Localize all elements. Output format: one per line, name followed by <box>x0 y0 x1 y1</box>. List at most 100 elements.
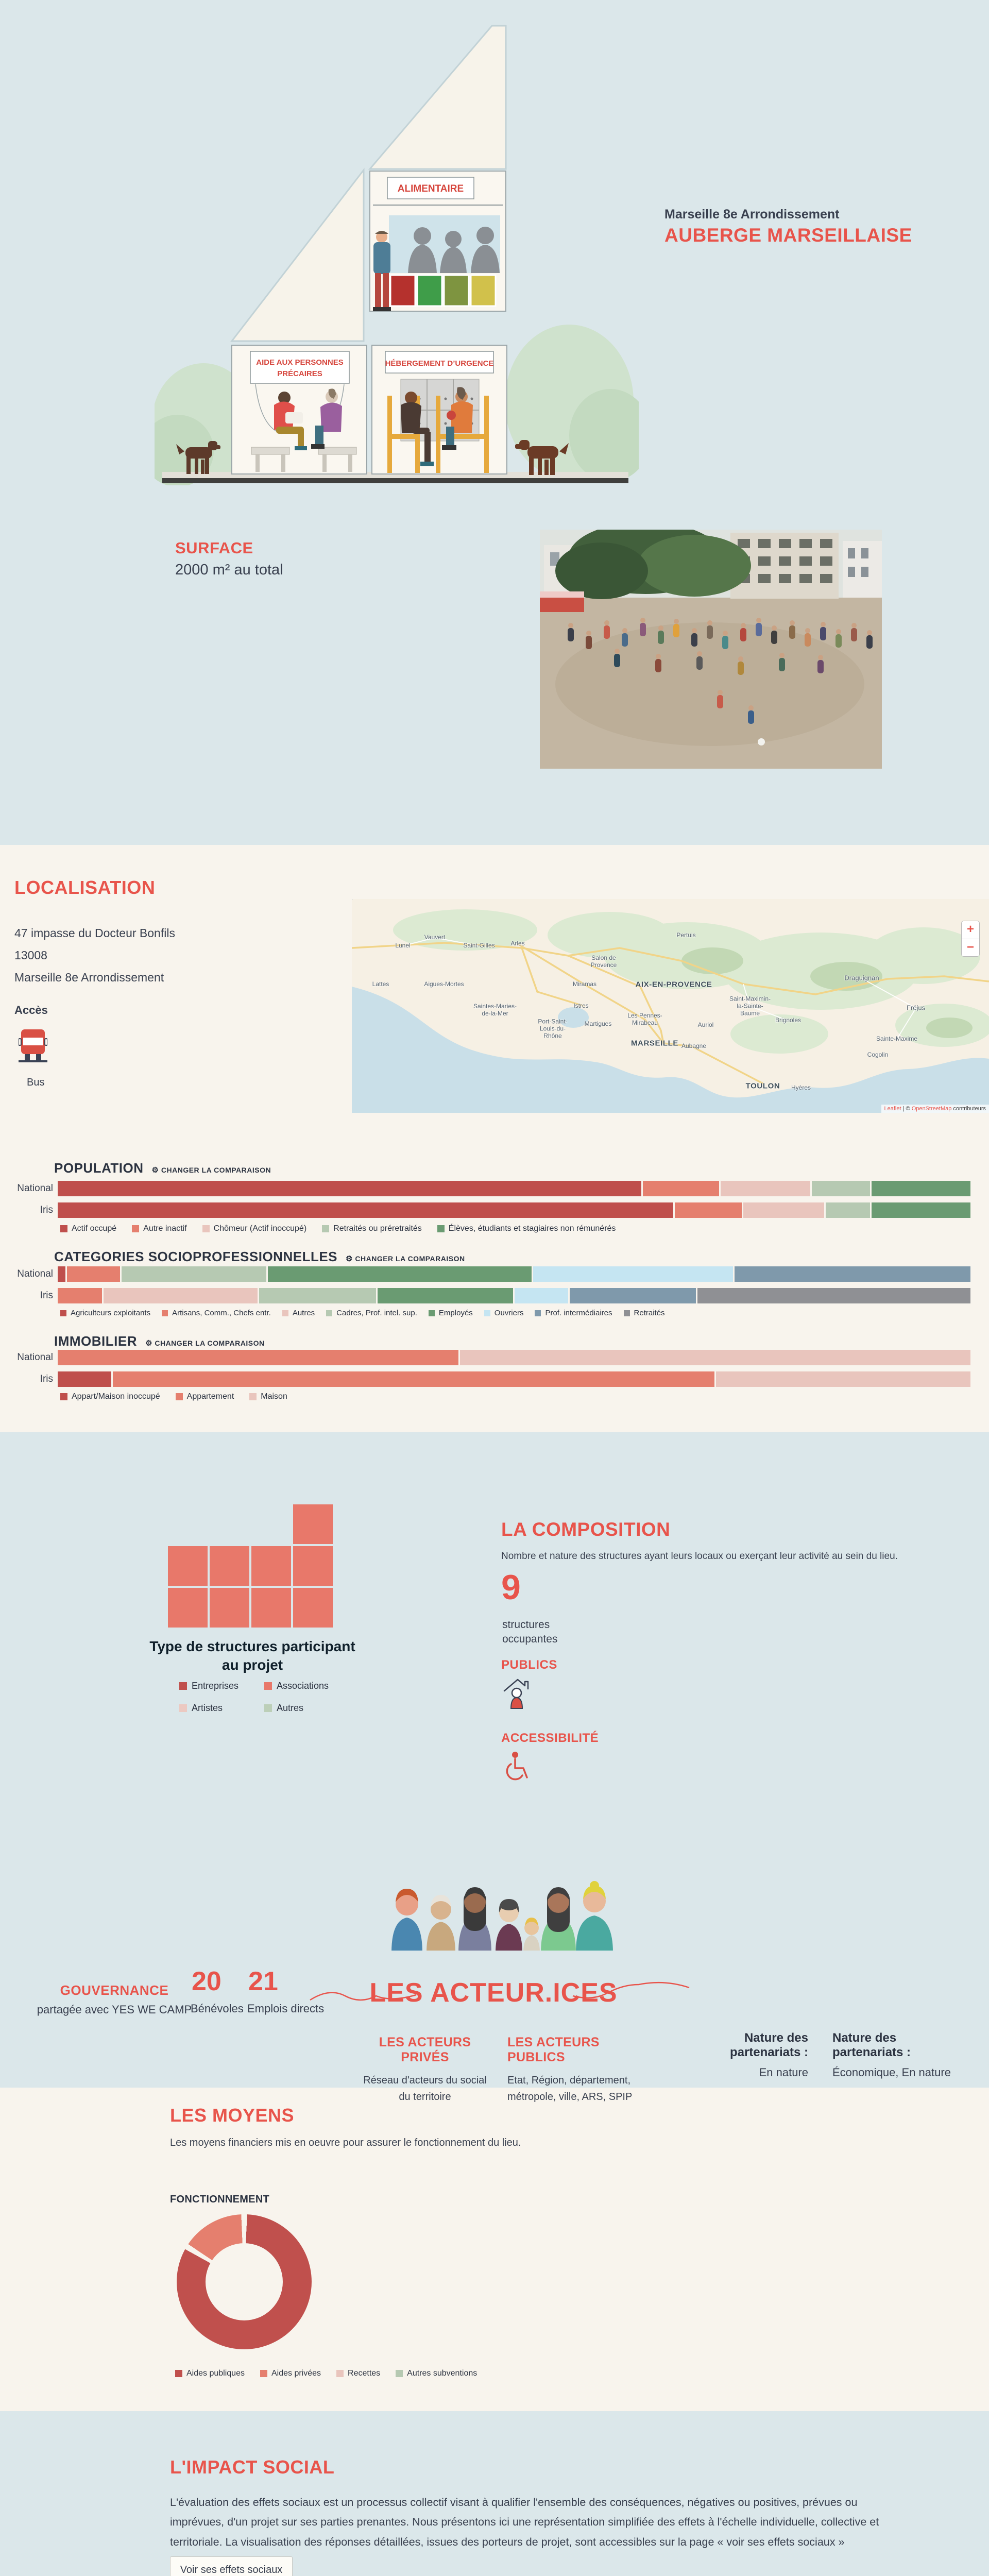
photo-person <box>658 625 664 644</box>
gear-icon: ⚙ <box>346 1255 353 1263</box>
photo-person <box>779 653 785 671</box>
row-label: National <box>17 1183 53 1194</box>
waffle-legend-item: Autres <box>264 1703 349 1714</box>
legend-chip <box>623 1310 630 1316</box>
legend-label: Aides publiques <box>186 2369 245 2378</box>
photo-person <box>673 619 679 637</box>
chair-left <box>387 396 420 473</box>
segment-Artisans, Comm., Chefs entr. <box>66 1266 121 1282</box>
legend-chip <box>60 1393 67 1400</box>
csp-row-national: National <box>10 1266 972 1282</box>
band-moyens <box>0 2088 989 2411</box>
legend-item: Retraités <box>623 1309 665 1317</box>
waffle-legend-item: Artistes <box>179 1703 264 1714</box>
photo-person <box>866 630 873 649</box>
map-zoom-in-button[interactable]: + <box>962 921 979 939</box>
legend-item: Chômeur (Actif inoccupé) <box>202 1224 307 1233</box>
map-label-lattes: Lattes <box>372 980 389 988</box>
map-attribution: Leaflet | © OpenStreetMap contributeurs <box>881 1105 989 1113</box>
legend-label: Actif occupé <box>72 1224 117 1233</box>
gouvernance-subtitle: partagée avec YES WE CAMP <box>37 2003 192 2016</box>
voir-effets-sociaux-button[interactable]: Voir ses effets sociaux <box>170 2556 293 2576</box>
legend-chip <box>326 1310 333 1316</box>
legend-chip <box>179 1682 187 1690</box>
address-line3: Marseille 8e Arrondissement <box>14 971 164 984</box>
gear-icon: ⚙ <box>151 1166 159 1175</box>
moyens-legend-item: Autres subventions <box>396 2369 477 2378</box>
band-impact <box>0 2411 989 2576</box>
legend-label: Artisans, Comm., Chefs entr. <box>172 1309 271 1317</box>
segment-Autre inactif <box>675 1202 742 1218</box>
ground-line <box>162 478 628 483</box>
immobilier-bar <box>58 1350 972 1365</box>
comparison-label: CHANGER LA COMPARAISON <box>155 1339 265 1347</box>
map-zoom-out-button[interactable]: − <box>962 939 979 956</box>
comparison-label: CHANGER LA COMPARAISON <box>161 1166 271 1174</box>
partenariat-1: Nature des partenariats : En nature <box>679 2031 808 2079</box>
legend-label: Retraités ou préretraités <box>333 1224 422 1233</box>
person-1 <box>391 1889 422 1953</box>
waffle-cell-association <box>251 1546 291 1586</box>
waffle-legend-item: Entreprises <box>179 1681 264 1691</box>
population-comparison-link[interactable]: ⚙ CHANGER LA COMPARAISON <box>152 1165 271 1175</box>
person-brown <box>401 392 434 466</box>
legend-chip <box>322 1225 330 1232</box>
osm-link[interactable]: OpenStreetMap <box>911 1106 952 1112</box>
population-bar <box>58 1202 972 1218</box>
structures-count-label: structures occupantes <box>502 1619 558 1646</box>
svg-text:HÉBERGEMENT D’URGENCE: HÉBERGEMENT D’URGENCE <box>385 359 494 368</box>
photo-person <box>805 628 811 647</box>
legend-label: Agriculteurs exploitants <box>71 1309 151 1317</box>
csp-row-iris: Iris <box>10 1288 972 1303</box>
legend-label: Autres <box>292 1309 315 1317</box>
waffle-cell-association <box>210 1588 249 1628</box>
legend-chip <box>437 1225 445 1232</box>
immobilier-comparison-link[interactable]: ⚙ CHANGER LA COMPARAISON <box>145 1338 265 1348</box>
map[interactable]: Lunel Vauvert Saint-Gilles Arles Lattes Aigue… <box>352 899 989 1113</box>
legend-item: Retraités ou préretraités <box>322 1224 422 1233</box>
room-hebergement: HÉBERGEMENT D’URGENCE <box>371 345 507 474</box>
etang-de-berre <box>558 1007 589 1028</box>
legend-label: Aides privées <box>271 2369 321 2378</box>
attrib-sep: | © <box>901 1106 912 1112</box>
legend-label: Appartement <box>186 1392 234 1401</box>
legend-label: Recettes <box>348 2369 381 2378</box>
room-alimentaire: ALIMENTAIRE <box>369 171 506 312</box>
map-label-hyères: Hyères <box>791 1084 811 1092</box>
legend-item: Employés <box>428 1309 473 1317</box>
photo-person <box>740 623 746 641</box>
legend-item: Ouvriers <box>484 1309 523 1317</box>
localisation-title: LOCALISATION <box>14 877 156 898</box>
legend-label: Chômeur (Actif inoccupé) <box>213 1224 307 1233</box>
map-label-salon-de-provence: Salon de Provence <box>590 954 617 969</box>
structures-count: 9 <box>501 1568 521 1607</box>
segment-Appartement <box>58 1350 458 1365</box>
immobilier-legend: Appart/Maison inoccupé Appartement Maison <box>60 1392 977 1401</box>
dog-left <box>176 441 220 474</box>
surface-value: 2000 m² au total <box>175 562 283 578</box>
map-marker-pin[interactable] <box>352 899 360 900</box>
segment-Agriculteurs exploitants <box>58 1266 65 1282</box>
accessibilite-label: ACCESSIBILITÉ <box>501 1731 599 1745</box>
waffle-legend-item: Associations <box>264 1681 349 1691</box>
segment-Employés <box>268 1266 532 1282</box>
svg-text:PRÉCAIRES: PRÉCAIRES <box>277 369 322 378</box>
moyens-subtitle: Les moyens financiers mis en oeuvre pour… <box>170 2137 521 2148</box>
map-label-saintes-maries--de-la-mer: Saintes-Maries- de-la-Mer <box>473 1003 517 1017</box>
legend-item: Appartement <box>175 1392 234 1401</box>
legend-chip <box>260 2370 267 2377</box>
csp-comparison-link[interactable]: ⚙ CHANGER LA COMPARAISON <box>346 1254 465 1263</box>
segment-Maison <box>716 1371 970 1387</box>
fonctionnement-donut-chart <box>177 2214 312 2349</box>
photo-person <box>696 651 703 670</box>
map-label-brignoles: Brignoles <box>775 1016 802 1024</box>
leaflet-link[interactable]: Leaflet <box>884 1106 901 1112</box>
segment-Élèves, étudiants et stagiaires non rémunérés <box>871 1202 970 1218</box>
acteurs-publics-block: LES ACTEURS PUBLICS Etat, Région, départ… <box>507 2035 641 2105</box>
gear-icon: ⚙ <box>145 1339 152 1348</box>
partenariat-2-value: Économique, En nature <box>832 2066 951 2079</box>
csp-legend: Agriculteurs exploitants Artisans, Comm.,… <box>60 1309 977 1317</box>
sign-alimentaire-svg-text: ALIMENTAIRE <box>398 183 464 194</box>
legend-item: Actif occupé <box>60 1224 116 1233</box>
